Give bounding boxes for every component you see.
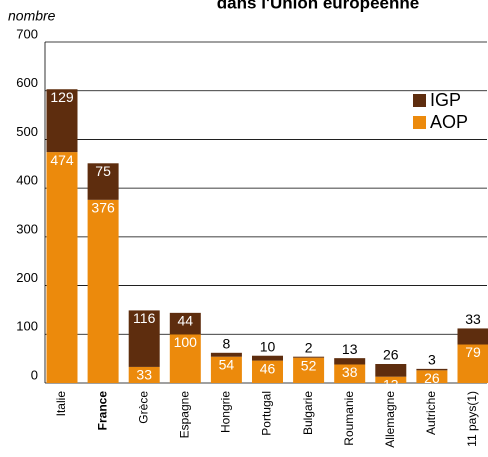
bar-segment — [293, 356, 325, 358]
bar-segment — [293, 357, 325, 383]
bar-segment — [169, 334, 201, 383]
data-label: 46 — [260, 360, 276, 376]
data-label: 52 — [301, 357, 317, 373]
y-tick-label: 300 — [16, 221, 38, 236]
bar-segment — [416, 370, 448, 383]
data-label: 10 — [260, 338, 276, 354]
data-label: 474 — [50, 152, 74, 168]
bar-segment — [457, 344, 488, 383]
data-label: 129 — [50, 89, 74, 105]
x-tick-label: France — [95, 391, 109, 431]
data-label: 26 — [383, 347, 399, 363]
x-tick-label: Grèce — [136, 391, 150, 424]
bar-segment — [375, 376, 407, 383]
x-tick-label: Espagne — [177, 391, 191, 439]
data-label: 8 — [223, 336, 231, 352]
data-label: 2 — [305, 339, 313, 355]
data-label: 79 — [465, 344, 481, 360]
bar-segment — [46, 89, 78, 153]
bar-segment — [334, 358, 366, 365]
y-axis-label: nombre — [8, 8, 56, 24]
bar-segment — [375, 364, 407, 377]
data-label: 33 — [136, 367, 152, 383]
bar-segment — [46, 152, 78, 383]
chart-title: dans l'Union européenne — [217, 0, 419, 12]
x-tick-label: Hongrie — [219, 391, 233, 433]
x-tick-label: 11 pays(1) — [465, 391, 479, 447]
data-label: 33 — [465, 311, 481, 327]
legend-label: AOP — [430, 112, 468, 132]
data-label: 376 — [91, 200, 115, 216]
bar-segment — [334, 364, 366, 383]
x-tick-label: Autriche — [424, 391, 438, 435]
bar-segment — [252, 360, 283, 383]
data-label: 44 — [178, 313, 194, 329]
x-tick-label: Bulgarie — [301, 391, 315, 435]
data-label: 13 — [342, 341, 358, 357]
data-label: 3 — [428, 352, 436, 368]
bar-segment — [210, 356, 242, 383]
legend-swatch — [413, 116, 426, 129]
legend-swatch — [413, 94, 426, 107]
bar-segment — [128, 310, 160, 367]
x-tick-label: Roumanie — [342, 391, 356, 446]
bar-segment — [87, 163, 119, 200]
bar-segment — [210, 352, 242, 357]
y-tick-label: 0 — [31, 367, 38, 382]
y-tick-label: 100 — [16, 319, 38, 334]
data-label: 116 — [133, 310, 156, 326]
data-label: 54 — [219, 356, 235, 372]
bar-segment — [128, 366, 160, 383]
bar-segment — [169, 312, 201, 335]
data-label: 13 — [383, 376, 399, 392]
bar-segment — [252, 355, 283, 361]
bar-segment — [416, 368, 448, 371]
data-label: 75 — [95, 163, 111, 179]
bar-segment — [87, 199, 119, 383]
x-tick-label: Allemagne — [383, 391, 397, 448]
y-tick-label: 200 — [16, 270, 38, 285]
y-tick-label: 600 — [16, 75, 38, 90]
y-tick-label: 400 — [16, 173, 38, 188]
legend-label: IGP — [430, 90, 461, 110]
data-label: 38 — [342, 364, 358, 380]
bar-segment — [457, 328, 488, 345]
y-tick-label: 700 — [16, 26, 38, 41]
data-label: 100 — [174, 334, 198, 350]
x-tick-label: Portugal — [260, 391, 274, 436]
y-tick-label: 500 — [16, 124, 38, 139]
x-tick-label: Italie — [54, 391, 68, 417]
data-label: 26 — [424, 370, 440, 386]
